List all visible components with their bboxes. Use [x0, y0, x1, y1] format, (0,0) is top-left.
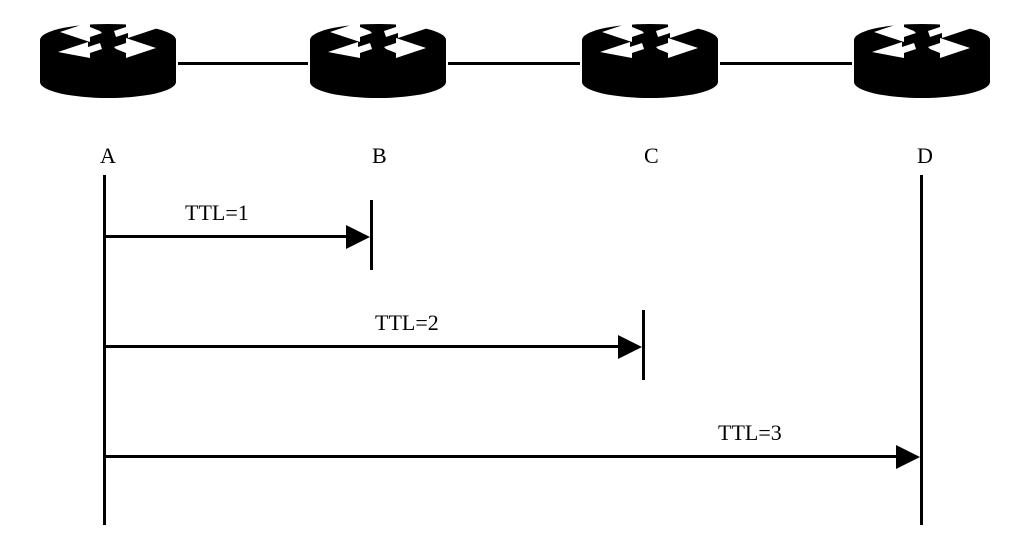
node-label-b: B: [372, 143, 387, 169]
ttl-label-1: TTL=1: [185, 200, 249, 226]
sequence-diagram: TTL=1 TTL=2 TTL=3: [0, 175, 1027, 535]
link-ab: [178, 62, 308, 65]
ttl-tick-1: [370, 200, 373, 270]
ttl-arrowhead-1: [346, 225, 370, 249]
ttl-arrowhead-2: [618, 335, 642, 359]
ttl-arrow-3: [103, 455, 898, 458]
ttl-label-2: TTL=2: [375, 310, 439, 336]
ttl-tick-2: [642, 310, 645, 380]
ttl-arrowhead-3: [896, 445, 920, 469]
router-a: [38, 20, 178, 100]
node-label-a: A: [100, 143, 116, 169]
router-b: [308, 20, 448, 100]
node-label-d: D: [917, 143, 933, 169]
ttl-arrow-1: [103, 235, 348, 238]
node-label-c: C: [644, 143, 659, 169]
ttl-arrow-2: [103, 345, 620, 348]
router-c: [580, 20, 720, 100]
router-d: [852, 20, 992, 100]
dest-lifeline: [920, 175, 923, 525]
source-lifeline: [103, 175, 106, 525]
link-bc: [448, 62, 580, 65]
ttl-label-3: TTL=3: [718, 420, 782, 446]
link-cd: [720, 62, 852, 65]
